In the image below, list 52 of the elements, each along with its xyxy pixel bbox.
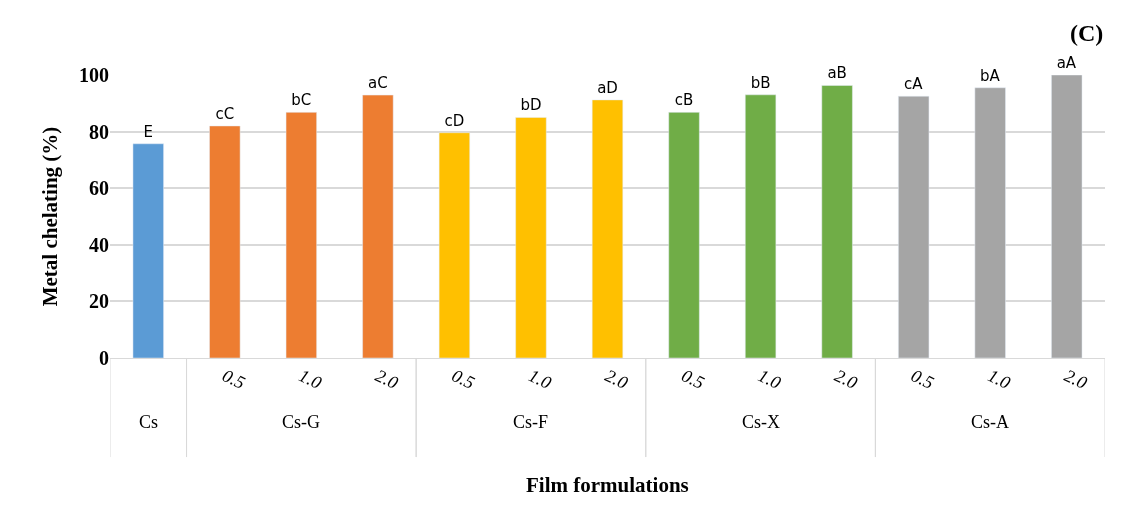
data-label: E (143, 122, 154, 141)
x-tick-label: 1.0 (755, 365, 784, 393)
data-label: bC (291, 91, 312, 110)
data-label: cB (674, 91, 694, 110)
data-label: cD (444, 111, 465, 130)
data-label: bA (979, 66, 1001, 85)
x-axis-title: Film formulations (526, 473, 689, 497)
x-tick-label: 2.0 (372, 365, 402, 393)
bar (362, 94, 394, 358)
x-tick-label: 1.0 (984, 365, 1014, 393)
data-label: bD (520, 96, 542, 115)
x-tick-label: 0.5 (448, 365, 478, 393)
y-tick-label: 0 (99, 347, 109, 369)
chart-title: (C) (1070, 20, 1104, 46)
y-axis-title: Metal chelating (%) (38, 126, 63, 307)
data-label: aC (368, 74, 388, 93)
x-tick-label: 2.0 (831, 365, 861, 393)
bar (821, 85, 853, 358)
bar (132, 143, 164, 358)
bar (591, 99, 624, 358)
bar (974, 87, 1006, 358)
text: Cs (139, 412, 159, 432)
bar (898, 95, 930, 358)
y-tick-label: 80 (89, 120, 109, 143)
text: Cs-F (513, 412, 549, 432)
bar (745, 94, 777, 358)
text: Cs-A (971, 412, 1010, 432)
bar (515, 117, 547, 358)
data-label: aD (597, 78, 618, 97)
text: Cs-G (282, 412, 321, 432)
bar (209, 125, 241, 358)
data-label: aA (1056, 54, 1077, 72)
bar (668, 112, 700, 358)
data-label: cC (215, 104, 235, 123)
data-label: bB (750, 73, 771, 92)
x-tick-label: 2.0 (1061, 365, 1091, 393)
bar (438, 132, 470, 358)
y-tick-label: 20 (89, 290, 109, 313)
y-tick-label: 60 (89, 177, 109, 200)
x-tick-label: 0.5 (678, 365, 708, 393)
data-label: aB (827, 64, 847, 83)
text: Cs-X (742, 412, 781, 432)
x-tick-label: 0.5 (219, 365, 249, 393)
x-tick-label: 2.0 (602, 365, 631, 393)
x-tick-label: 1.0 (525, 365, 555, 393)
data-label: cA (904, 75, 924, 94)
y-tick-label: 40 (89, 233, 109, 256)
bar (1051, 75, 1083, 358)
y-tick-label: 100 (79, 64, 109, 86)
x-tick-label: 1.0 (295, 365, 325, 393)
bar (285, 112, 317, 358)
x-tick-label: 0.5 (908, 365, 937, 393)
